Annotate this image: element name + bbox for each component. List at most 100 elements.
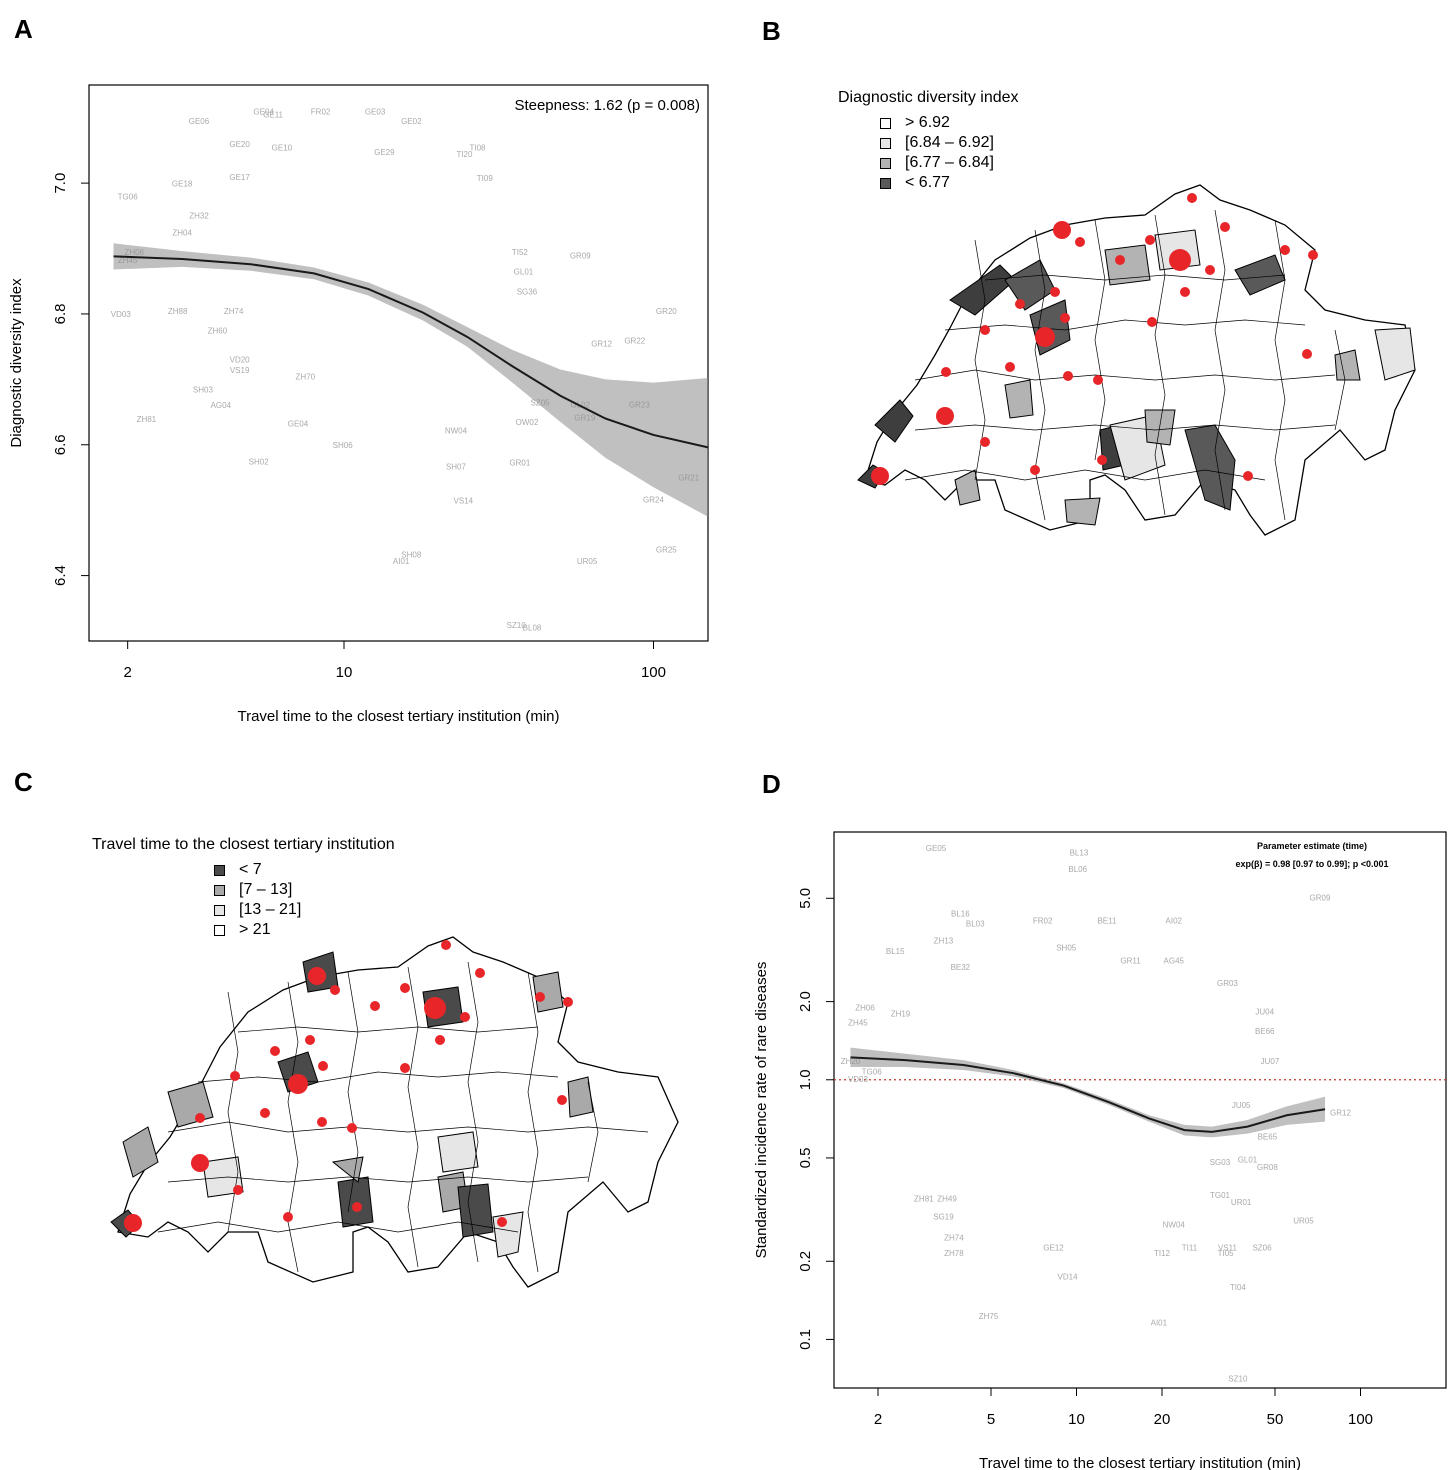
institution-marker (1030, 465, 1040, 475)
point-label: TG06 (862, 1067, 883, 1076)
institution-marker (305, 1035, 315, 1045)
institution-marker (1060, 313, 1070, 323)
map-region (1234, 254, 1286, 296)
point-label: GR21 (678, 474, 699, 483)
point-label: GL01 (1238, 1156, 1258, 1165)
x-tick-label: 5 (987, 1411, 995, 1428)
point-label: ZH32 (189, 211, 209, 220)
x-tick-label: 100 (1348, 1411, 1373, 1428)
point-label: NW04 (445, 427, 468, 436)
point-label: AG45 (1164, 957, 1185, 966)
institution-marker (1280, 245, 1290, 255)
map-region (437, 1171, 469, 1213)
point-label: ZH49 (937, 1194, 957, 1203)
point-label: ZH70 (296, 372, 316, 381)
point-label: SG19 (933, 1212, 954, 1221)
institution-marker (557, 1095, 567, 1105)
point-label: SZ10 (507, 621, 527, 630)
fit-line (113, 255, 709, 449)
institution-marker (308, 967, 326, 985)
point-label: JU05 (1232, 1101, 1251, 1110)
legend-swatch (880, 137, 891, 149)
institution-marker (330, 985, 340, 995)
map-region (331, 1156, 364, 1183)
point-label: TG01 (1210, 1191, 1231, 1200)
point-label: ZH19 (891, 1010, 911, 1019)
institution-marker (441, 940, 451, 950)
map-region (1004, 379, 1034, 419)
point-label: ZH45 (848, 1018, 868, 1027)
map-region (949, 264, 1016, 316)
switzerland-map-b (857, 184, 1416, 536)
point-label: TI52 (512, 248, 529, 257)
point-label: VD03 (848, 1075, 869, 1084)
y-tick-label: 1.0 (797, 1069, 814, 1090)
legend-swatch (880, 177, 891, 189)
point-label: GL02 (570, 400, 590, 409)
y-tick-label: 2.0 (797, 991, 814, 1012)
map-b-markers (871, 193, 1318, 485)
y-tick-label: 7.0 (52, 173, 69, 194)
legend-label: [6.77 – 6.84] (905, 154, 994, 171)
institution-marker (1050, 287, 1060, 297)
parameter-estimate-value: exp(β) = 0.98 [0.97 to 0.99]; p <0.001 (1235, 859, 1388, 869)
point-label: TI20 (456, 150, 473, 159)
point-label: SH02 (249, 457, 270, 466)
point-label: BL13 (1070, 849, 1089, 858)
point-label: AI01 (1151, 1319, 1168, 1328)
map-c-legend: Travel time to the closest tertiary inst… (92, 836, 395, 940)
institution-marker (1180, 287, 1190, 297)
map-b-legend-item: < 6.77 (838, 173, 1019, 193)
map-region (1029, 299, 1071, 356)
steepness-annotation: Steepness: 1.62 (p = 0.008) (514, 97, 700, 114)
point-label: FR02 (311, 107, 331, 116)
institution-marker (1308, 250, 1318, 260)
point-label: ZH20 (841, 1057, 861, 1066)
map-region (567, 1076, 594, 1118)
point-label: BE32 (951, 963, 971, 972)
map-region (1064, 497, 1101, 526)
institution-marker (260, 1108, 270, 1118)
point-label: SG03 (1210, 1158, 1231, 1167)
institution-marker (980, 437, 990, 447)
map-b-legend-title: Diagnostic diversity index (838, 89, 1019, 106)
panel-label-d: D (762, 769, 781, 799)
point-label: SG36 (517, 287, 538, 296)
point-label: GR01 (509, 459, 530, 468)
x-tick-label: 100 (641, 664, 666, 681)
x-axis-label: Travel time to the closest tertiary inst… (979, 1455, 1301, 1470)
map-region (1144, 409, 1176, 446)
point-label: GR20 (656, 307, 677, 316)
switzerland-map-c (110, 936, 679, 1288)
institution-marker (941, 367, 951, 377)
point-label: GR12 (591, 340, 612, 349)
point-label: ZH81 (914, 1194, 934, 1203)
institution-marker (400, 1063, 410, 1073)
map-region (874, 399, 914, 443)
x-tick-label: 20 (1154, 1411, 1171, 1428)
point-label: BL06 (1068, 865, 1087, 874)
institution-marker (563, 997, 573, 1007)
point-label: GE04 (253, 107, 274, 116)
institution-marker (400, 983, 410, 993)
legend-label: [13 – 21] (239, 901, 302, 918)
map-region (457, 1183, 494, 1238)
point-label: GR09 (570, 251, 591, 260)
institution-marker (124, 1214, 142, 1232)
legend-swatch (214, 864, 225, 876)
point-label: GE03 (365, 107, 386, 116)
institution-marker (980, 325, 990, 335)
point-label: SH07 (446, 463, 467, 472)
institution-marker (1097, 455, 1107, 465)
point-label: TI08 (469, 143, 486, 152)
legend-swatch (214, 884, 225, 896)
institution-marker (1147, 317, 1157, 327)
point-label: GE05 (926, 844, 947, 853)
legend-swatch (214, 904, 225, 916)
institution-marker (460, 1012, 470, 1022)
map-region (1004, 259, 1056, 311)
y-axis-label: Standardized incidence rate of rare dise… (753, 962, 770, 1259)
institution-marker (497, 1217, 507, 1227)
